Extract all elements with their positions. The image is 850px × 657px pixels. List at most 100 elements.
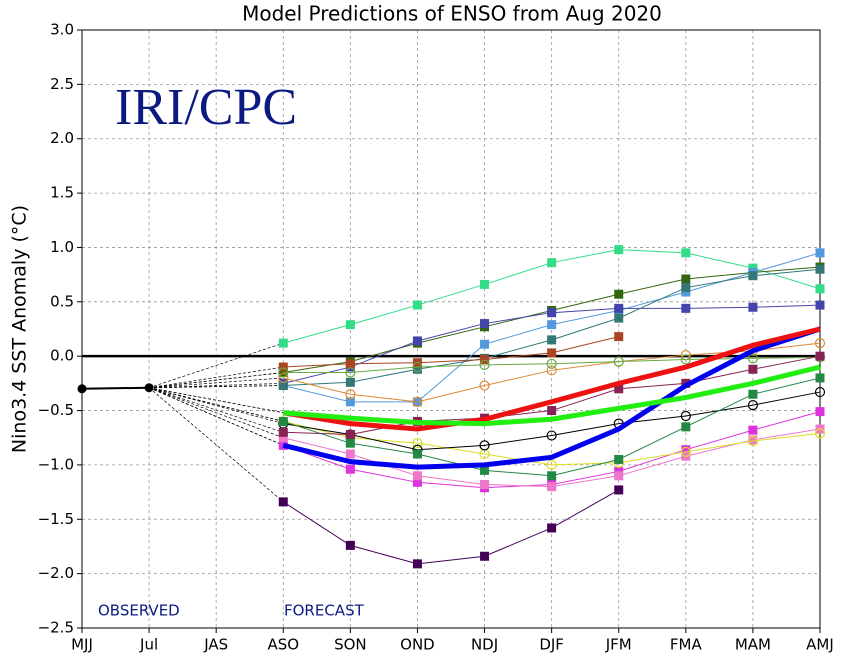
connector [149,387,284,424]
y-tick-label: 0.0 [50,347,74,365]
marker [547,471,557,481]
observed-label: OBSERVED [98,602,180,620]
marker [614,313,624,323]
marker [546,430,557,441]
marker [547,348,557,358]
marker [412,300,422,310]
y-tick-label: −2.5 [38,619,74,637]
marker [614,303,624,313]
connector [149,372,284,389]
marker [278,362,288,372]
marker [681,274,691,284]
y-tick-label: 0.5 [50,292,74,310]
marker [748,364,758,374]
x-tick-label: SON [334,636,367,654]
marker [681,445,691,455]
marker [815,248,825,258]
marker [345,397,355,407]
marker [546,358,557,369]
marker [412,336,422,346]
y-tick-label: −0.5 [38,401,74,419]
y-tick-label: −2.0 [38,564,74,582]
marker [480,319,490,329]
marker [681,283,691,293]
marker [614,454,624,464]
marker [614,485,624,495]
connector [149,377,284,389]
marker [681,422,691,432]
marker [278,367,289,378]
marker [680,410,691,422]
y-tick-label: −1.5 [38,510,74,528]
y-tick-label: 3.0 [50,21,74,39]
x-tick-label: Jul [139,636,158,654]
y-tick-label: 2.5 [50,75,74,93]
forecast-label: FORECAST [284,602,365,620]
observed-marker [77,384,87,394]
marker [345,429,355,439]
marker [814,386,826,398]
x-tick-label: ASO [267,636,299,654]
y-tick-label: −1.0 [38,455,74,473]
marker [815,373,825,383]
marker [278,338,288,348]
marker [278,416,288,426]
marker [747,435,759,447]
x-tick-label: JAS [203,636,228,654]
connector [149,366,284,389]
connector [149,383,284,389]
marker [278,497,288,507]
y-tick-label: 2.0 [50,129,74,147]
marker [479,380,490,391]
marker [412,477,422,487]
logo: IRI/CPC [115,79,297,136]
marker [748,425,758,435]
marker [412,449,422,459]
marker [480,339,490,349]
connector [148,387,284,439]
marker [547,523,557,533]
marker [814,338,826,349]
observed-marker [144,383,154,393]
marker [547,320,557,330]
marker [412,396,423,407]
series-line [81,386,150,390]
marker [345,438,355,448]
marker [479,440,490,451]
marker [412,364,422,374]
marker [815,407,825,417]
connector [148,387,284,446]
marker [412,471,422,481]
marker [547,258,557,268]
marker [345,540,355,550]
marker [614,245,624,255]
connector [149,387,284,422]
connector [148,342,284,389]
marker [345,449,355,459]
series-line [283,489,619,565]
marker [680,446,691,457]
x-tick-label: DJF [539,636,564,654]
marker [681,248,691,258]
marker [546,365,557,376]
marker [547,308,557,318]
marker [412,559,422,569]
marker [345,359,355,369]
x-tick-label: MAM [735,636,771,654]
connector [149,387,284,414]
marker [278,427,288,437]
marker [480,279,490,289]
marker [480,465,490,475]
marker [345,320,355,330]
y-tick-label: 1.0 [50,238,74,256]
marker [747,353,759,364]
series-line [282,326,821,432]
y-axis-label: Nino3.4 SST Anomaly (°C) [9,205,31,453]
marker [412,438,423,449]
marker [680,354,691,365]
marker [815,284,825,294]
marker [480,551,490,561]
x-tick-label: JFM [605,636,632,654]
marker [614,384,624,394]
